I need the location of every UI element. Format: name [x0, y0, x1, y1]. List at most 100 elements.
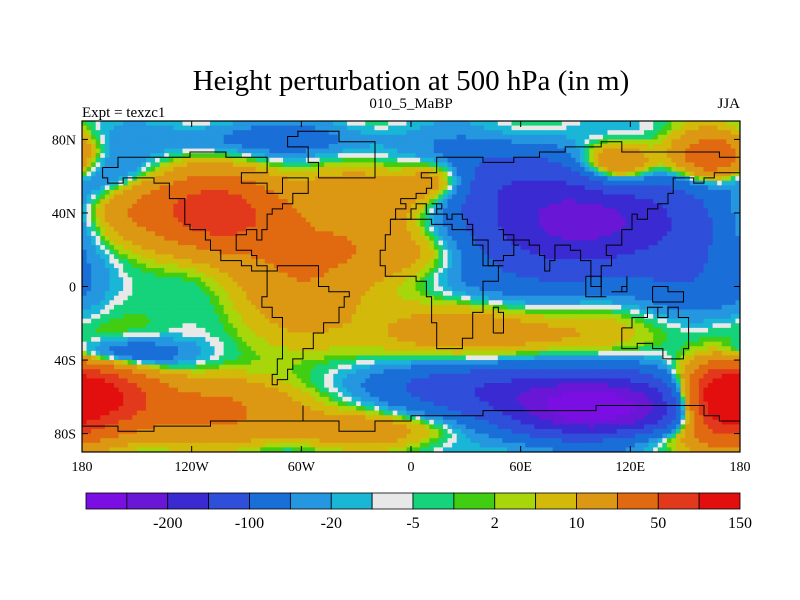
field-cell	[205, 180, 211, 186]
field-cell	[529, 231, 535, 237]
field-cell	[433, 217, 440, 223]
field-cell	[680, 125, 686, 131]
field-cell	[177, 185, 184, 191]
field-cell	[680, 258, 686, 265]
field-cell	[383, 203, 389, 209]
field-cell	[347, 254, 353, 260]
field-cell	[575, 231, 581, 237]
field-cell	[177, 217, 184, 223]
field-cell	[625, 235, 631, 242]
field-cell	[365, 272, 371, 278]
field-cell	[219, 153, 225, 159]
field-cell	[278, 231, 284, 237]
field-cell	[223, 199, 229, 205]
field-cell	[264, 235, 270, 242]
field-cell	[219, 130, 225, 136]
field-cell	[680, 139, 686, 145]
field-cell	[232, 217, 238, 223]
field-cell	[168, 277, 174, 283]
field-cell	[479, 194, 485, 200]
field-cell	[196, 153, 202, 159]
field-cell	[324, 166, 330, 173]
field-cell	[182, 277, 188, 283]
field-cell	[397, 208, 403, 214]
field-cell	[552, 171, 558, 177]
field-cell	[584, 258, 590, 265]
field-cell	[292, 139, 298, 145]
field-cell	[516, 189, 522, 196]
field-cell	[420, 277, 426, 283]
field-cell	[196, 130, 202, 136]
field-cell	[177, 249, 184, 255]
field-cell	[721, 222, 727, 228]
field-cell	[232, 125, 238, 131]
field-cell	[506, 143, 513, 150]
field-cell	[127, 277, 133, 283]
field-cell	[447, 199, 453, 205]
field-cell	[516, 231, 522, 237]
field-cell	[520, 258, 526, 265]
field-cell	[552, 208, 558, 214]
field-cell	[593, 130, 599, 136]
field-cell	[347, 148, 353, 154]
field-cell	[296, 176, 302, 182]
field-cell	[598, 217, 604, 223]
field-cell	[411, 272, 417, 278]
field-cell	[328, 134, 334, 140]
field-cell	[159, 203, 165, 209]
field-cell	[685, 143, 691, 150]
field-cell	[456, 139, 462, 145]
field-cell	[671, 180, 677, 186]
field-cell	[191, 176, 197, 182]
field-cell	[173, 134, 179, 140]
field-cell	[493, 180, 499, 186]
field-cell	[474, 176, 481, 182]
field-cell	[319, 245, 325, 251]
field-cell	[415, 277, 421, 283]
field-cell	[671, 226, 677, 232]
field-cell	[470, 134, 476, 140]
field-cell	[442, 217, 449, 223]
field-cell	[310, 171, 316, 177]
field-cell	[196, 272, 202, 278]
field-cell	[164, 268, 170, 274]
field-cell	[488, 199, 494, 205]
field-cell	[420, 148, 426, 154]
field-cell	[228, 212, 234, 219]
field-cell	[653, 121, 659, 127]
field-cell	[187, 277, 193, 283]
field-cell	[319, 125, 325, 131]
field-cell	[607, 199, 613, 205]
field-cell	[401, 189, 408, 196]
field-cell	[86, 208, 92, 214]
field-cell	[141, 139, 147, 145]
field-cell	[182, 272, 188, 278]
field-cell	[689, 153, 695, 159]
field-cell	[607, 148, 613, 154]
field-cell	[488, 130, 494, 136]
field-cell	[497, 166, 503, 173]
field-cell	[283, 148, 289, 154]
field-cell	[424, 249, 430, 255]
field-cell	[136, 277, 142, 283]
field-cell	[543, 185, 549, 191]
field-cell	[337, 157, 344, 163]
field-cell	[616, 130, 622, 136]
field-cell	[456, 176, 462, 182]
field-cell	[397, 217, 403, 223]
field-cell	[388, 203, 394, 209]
field-cell	[328, 125, 334, 131]
field-cell	[717, 121, 723, 127]
field-cell	[365, 171, 371, 177]
field-cell	[570, 208, 577, 214]
field-cell	[223, 240, 229, 246]
field-cell	[392, 130, 398, 136]
field-cell	[465, 194, 471, 200]
field-cell	[561, 212, 567, 219]
field-cell	[484, 199, 490, 205]
field-cell	[104, 171, 111, 177]
field-cell	[219, 148, 225, 154]
field-cell	[639, 157, 645, 163]
field-cell	[529, 143, 535, 150]
field-cell	[548, 258, 554, 265]
